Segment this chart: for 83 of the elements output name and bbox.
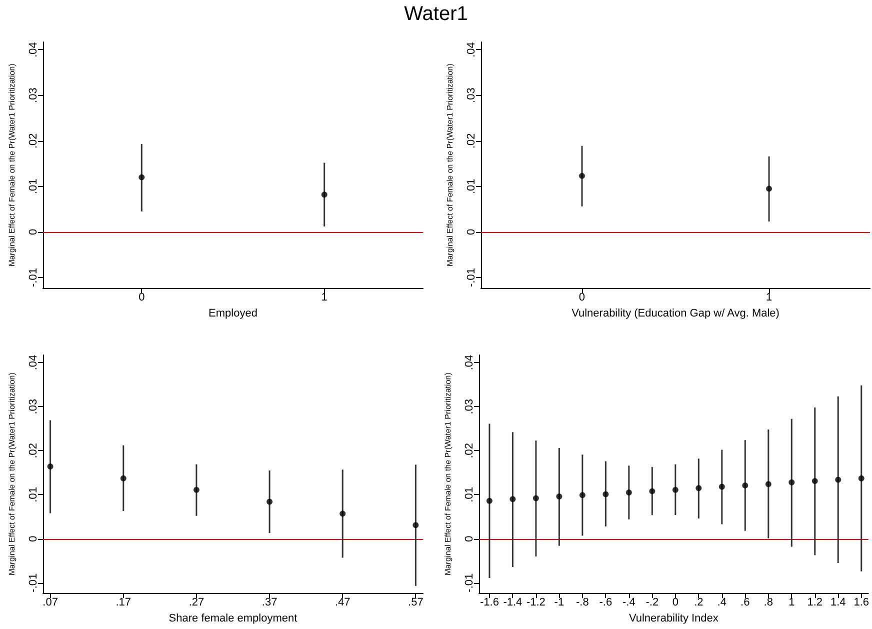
y-tick-label: .01 <box>464 487 476 502</box>
x-axis-title: Employed <box>208 307 258 320</box>
y-tick-label: -.01 <box>466 268 478 288</box>
point <box>510 496 516 502</box>
point <box>696 485 702 492</box>
y-tick-label: -.01 <box>28 573 40 592</box>
y-tick-label: .01 <box>28 178 40 194</box>
x-tick-label: 0 <box>138 292 145 304</box>
x-tick-label: .27 <box>188 596 204 608</box>
point <box>626 490 632 496</box>
y-axis-title: Marginal Effect of Female on the Pr(Water1 Prioritization) <box>444 372 452 576</box>
y-tick-label: .04 <box>466 42 478 58</box>
y-tick-label: .02 <box>28 133 40 149</box>
y-axis-title: Marginal Effect of Female on the Pr(Water1 Prioritization) <box>8 372 16 576</box>
point <box>765 481 772 488</box>
point <box>718 484 725 490</box>
point <box>858 475 864 482</box>
point <box>412 522 419 528</box>
y-tick-label: .01 <box>28 487 40 502</box>
x-tick-label: 1.4 <box>830 596 846 608</box>
x-tick-label: .2 <box>694 596 704 608</box>
y-tick-label: .03 <box>464 398 476 414</box>
point <box>812 478 818 484</box>
x-tick-label: .57 <box>408 596 424 608</box>
x-axis-title: Vulnerability (Education Gap w/ Avg. Male) <box>572 307 780 320</box>
point <box>556 493 562 500</box>
point <box>788 479 795 486</box>
x-tick-label: .4 <box>717 596 726 608</box>
x-tick-label: .37 <box>262 596 278 608</box>
x-tick-label: -.4 <box>622 596 636 608</box>
point <box>486 498 492 504</box>
x-tick-label: -.8 <box>576 596 589 608</box>
x-tick-label: -1.6 <box>480 596 499 608</box>
point <box>266 498 273 505</box>
y-axis-title: Marginal Effect of Female on the Pr(Water1 Prioritization) <box>8 63 16 266</box>
x-tick-label: -.6 <box>599 596 612 608</box>
point <box>340 510 346 517</box>
x-tick-label: .07 <box>42 596 58 608</box>
x-tick-label: .17 <box>116 596 132 608</box>
point <box>193 486 200 493</box>
y-tick-label: .03 <box>28 88 40 103</box>
x-tick-label: 1 <box>321 292 328 304</box>
x-tick-label: 1 <box>788 596 795 608</box>
y-tick-label: .01 <box>466 178 478 194</box>
x-tick-label: 1.6 <box>854 596 870 608</box>
point <box>835 476 842 483</box>
x-tick-label: -1.2 <box>526 596 546 608</box>
y-tick-label: .02 <box>464 442 476 458</box>
chart-title: Water1 <box>403 2 469 27</box>
y-tick-label: -.01 <box>464 573 476 592</box>
y-tick-label: .04 <box>28 42 40 58</box>
y-tick-label: 0 <box>28 228 40 236</box>
point <box>579 492 586 498</box>
point <box>649 488 656 494</box>
point <box>120 475 126 482</box>
x-tick-label: 1 <box>766 292 772 304</box>
y-tick-label: .04 <box>28 354 40 370</box>
y-tick-label: .04 <box>464 354 476 370</box>
y-tick-label: 0 <box>28 536 40 542</box>
x-axis-title: Vulnerability Index <box>628 612 719 624</box>
x-tick-label: 0 <box>578 292 586 304</box>
point <box>47 464 54 470</box>
y-tick-label: 0 <box>464 536 476 542</box>
x-tick-label: -1.4 <box>503 596 522 608</box>
y-tick-label: .02 <box>28 442 40 458</box>
x-tick-label: -.2 <box>646 596 659 608</box>
point <box>742 482 748 488</box>
y-tick-label: -.01 <box>28 268 40 288</box>
point <box>532 495 539 502</box>
x-tick-label: 1.2 <box>807 596 823 608</box>
x-tick-label: -1 <box>554 596 564 608</box>
y-axis-title: Marginal Effect of Female on the Pr(Water1 Prioritization) <box>446 63 454 266</box>
x-tick-label: 0 <box>672 596 678 608</box>
y-tick-label: 0 <box>466 228 478 236</box>
x-tick-label: .47 <box>334 596 350 608</box>
x-tick-label: .8 <box>764 596 773 608</box>
y-tick-label: .03 <box>466 88 478 103</box>
point <box>672 486 678 493</box>
point <box>602 491 609 498</box>
y-tick-label: .02 <box>466 133 478 149</box>
x-tick-label: .6 <box>740 596 750 608</box>
x-axis-title: Share female employment <box>168 612 298 624</box>
y-tick-label: .03 <box>28 398 40 414</box>
